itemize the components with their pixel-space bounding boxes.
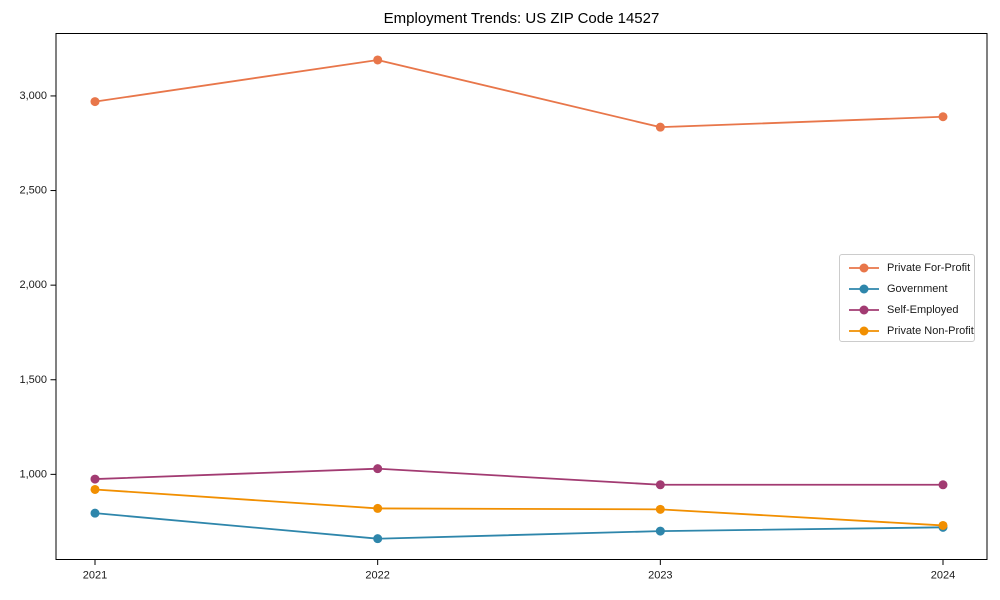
data-point-self-employed bbox=[90, 474, 100, 484]
data-point-private-non-profit bbox=[90, 484, 100, 494]
y-tick-label: 1,000 bbox=[19, 468, 47, 480]
x-tick-label: 2023 bbox=[648, 570, 672, 582]
legend-marker-icon bbox=[849, 326, 879, 335]
data-point-private-for-profit bbox=[90, 97, 100, 107]
legend-label: Private For-Profit bbox=[887, 261, 971, 274]
chart-title: Employment Trends: US ZIP Code 14527 bbox=[383, 10, 660, 27]
series-line-self-employed bbox=[94, 467, 944, 486]
legend-label: Government bbox=[887, 282, 948, 295]
plot-area-border bbox=[55, 33, 988, 560]
legend-marker-icon bbox=[849, 263, 879, 272]
legend: Private For-Profit Government Self-Employe… bbox=[839, 254, 975, 342]
legend-item-private-for-profit: Private For-Profit bbox=[848, 257, 974, 278]
legend-item-self-employed: Self-Employed bbox=[848, 299, 974, 320]
y-tick-label: 2,000 bbox=[19, 279, 47, 291]
data-point-government bbox=[373, 534, 383, 544]
legend-item-private-non-profit: Private Non-Profit bbox=[848, 320, 974, 341]
data-point-self-employed bbox=[655, 480, 665, 490]
x-tick-label: 2022 bbox=[365, 570, 389, 582]
data-point-private-for-profit bbox=[938, 112, 948, 122]
y-tick-label: 3,000 bbox=[19, 90, 47, 102]
series-line-government bbox=[94, 512, 944, 540]
data-point-private-non-profit bbox=[655, 504, 665, 514]
y-tick-label: 1,500 bbox=[19, 374, 47, 386]
data-point-self-employed bbox=[373, 464, 383, 474]
legend-label: Self-Employed bbox=[887, 303, 959, 316]
data-point-government bbox=[655, 526, 665, 536]
data-point-private-for-profit bbox=[373, 55, 383, 65]
data-point-private-non-profit bbox=[373, 503, 383, 513]
data-point-private-non-profit bbox=[938, 520, 948, 530]
x-tick-label: 2024 bbox=[931, 570, 955, 582]
legend-marker-icon bbox=[849, 284, 879, 293]
legend-label: Private Non-Profit bbox=[887, 324, 974, 337]
data-point-self-employed bbox=[938, 480, 948, 490]
series-line-private-non-profit bbox=[94, 488, 944, 527]
data-point-government bbox=[90, 508, 100, 518]
y-tick-label: 2,500 bbox=[19, 185, 47, 197]
series-line-private-for-profit bbox=[94, 59, 944, 129]
data-point-private-for-profit bbox=[655, 122, 665, 132]
x-tick-label: 2021 bbox=[83, 570, 107, 582]
legend-item-government: Government bbox=[848, 278, 974, 299]
legend-marker-icon bbox=[849, 305, 879, 314]
